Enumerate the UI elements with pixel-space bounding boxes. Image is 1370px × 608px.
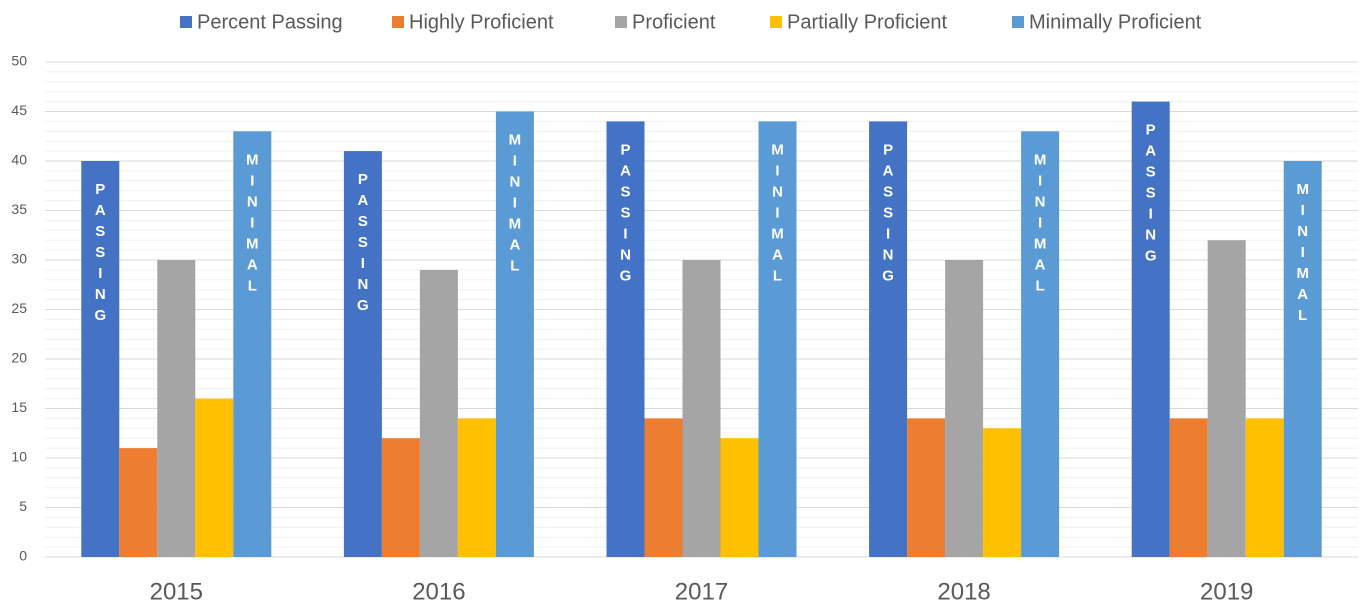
bar [1283, 161, 1322, 557]
legend-swatch [1012, 16, 1024, 28]
bar [81, 161, 120, 557]
y-tick-label: 15 [11, 399, 27, 415]
bar [157, 260, 196, 557]
x-tick-label: 2019 [1200, 578, 1253, 605]
y-tick-label: 50 [11, 53, 27, 69]
y-tick-label: 10 [11, 449, 27, 465]
bar-text: MINIMAL [769, 141, 786, 288]
legend-label: Proficient [632, 11, 716, 33]
x-tick-label: 2017 [675, 578, 728, 605]
x-tick-label: 2016 [412, 578, 465, 605]
y-tick-label: 40 [11, 152, 27, 168]
bar [983, 428, 1022, 557]
bar [419, 269, 458, 557]
bar [758, 121, 797, 558]
bar [381, 438, 420, 557]
y-tick-label: 35 [11, 201, 27, 217]
bar [945, 260, 984, 557]
legend-label: Partially Proficient [787, 11, 948, 33]
bar-text: MINIMAL [244, 151, 261, 298]
y-tick-label: 0 [19, 548, 27, 564]
y-tick-label: 45 [11, 102, 27, 118]
bar-text: PASSING [92, 181, 109, 328]
bar-text: MINIMAL [1032, 151, 1049, 298]
bar [1169, 418, 1208, 557]
legend-label: Highly Proficient [409, 11, 554, 33]
bar-text: MINIMAL [1294, 181, 1311, 328]
y-tick-label: 20 [11, 350, 27, 366]
bar-text: PASSING [880, 141, 897, 288]
bar [1207, 240, 1246, 557]
bar [233, 131, 272, 558]
legend-label: Minimally Proficient [1029, 11, 1202, 33]
bar-text: PASSING [354, 171, 371, 318]
bar [869, 121, 908, 558]
bar-text: PASSING [1142, 122, 1159, 269]
y-tick-label: 25 [11, 300, 27, 316]
bar [495, 111, 534, 557]
legend-swatch [615, 16, 627, 28]
legend-label: Percent Passing [197, 11, 343, 33]
legend-swatch [180, 16, 192, 28]
bar [1131, 101, 1170, 557]
x-tick-label: 2015 [150, 578, 203, 605]
bar [907, 418, 946, 557]
bar [119, 448, 158, 557]
bar [1021, 131, 1060, 558]
x-tick-label: 2018 [937, 578, 990, 605]
bar [606, 121, 645, 558]
legend-swatch [770, 16, 782, 28]
bar [457, 418, 496, 557]
bar [682, 260, 721, 557]
bar [644, 418, 683, 557]
bar [1245, 418, 1284, 557]
y-tick-label: 5 [19, 498, 27, 514]
bar [343, 151, 382, 557]
bar-text: MINIMAL [506, 132, 523, 279]
y-tick-label: 30 [11, 251, 27, 267]
bar [720, 438, 759, 557]
bar [195, 398, 234, 557]
bar-text: PASSING [617, 141, 634, 288]
legend-swatch [392, 16, 404, 28]
